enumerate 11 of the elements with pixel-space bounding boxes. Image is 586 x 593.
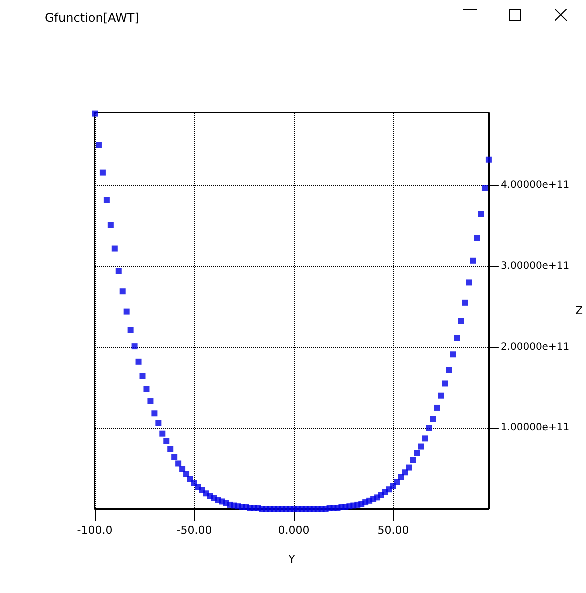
x-tick-label: 0.000: [278, 524, 310, 537]
y-tick-label: 2.00000e+11: [500, 342, 570, 353]
x-axis-title: Y: [288, 553, 296, 566]
y-tick-label: 4.00000e+11: [500, 180, 570, 192]
y-tick-label: 1.00000e+11: [500, 422, 570, 434]
x-tick-label: -100.0: [77, 524, 113, 537]
x-tick-label: 50.00: [378, 524, 410, 537]
chart-title: Gfunction[AWT]: [45, 11, 140, 25]
y-tick-label: 3.00000e+11: [500, 261, 570, 272]
y-axis-title: Z: [575, 304, 584, 318]
x-tick-label: -50.00: [176, 524, 212, 537]
